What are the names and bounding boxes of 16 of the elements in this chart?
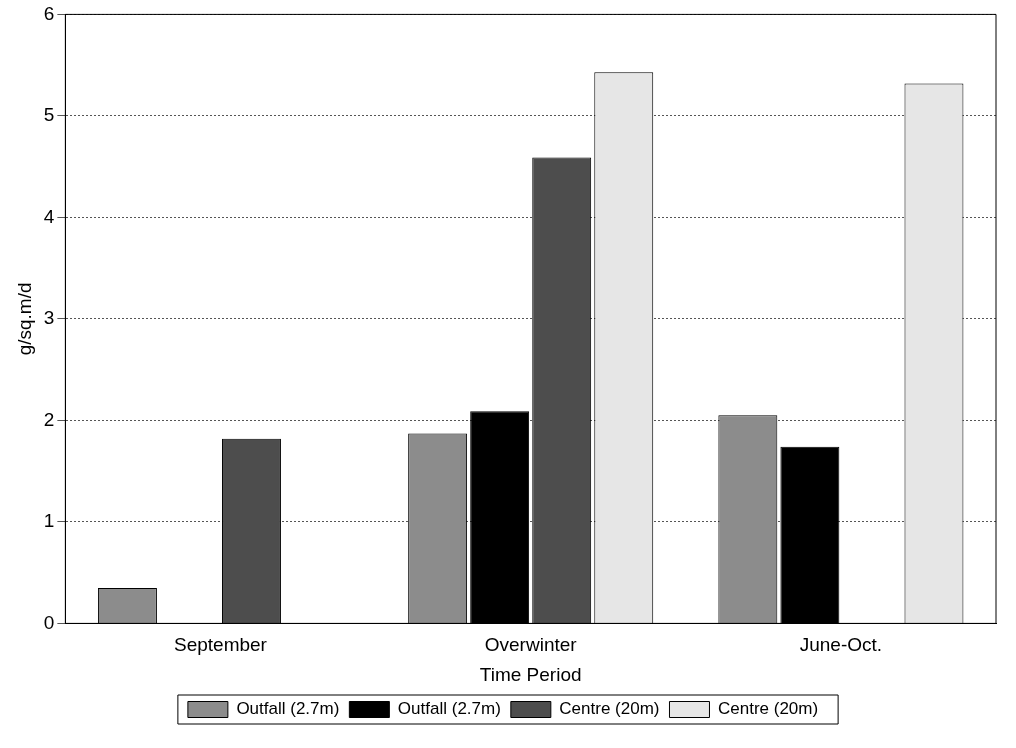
y-axis-title: g/sq.m/d xyxy=(13,282,35,356)
x-tick-label: June-Oct. xyxy=(799,634,883,656)
y-tick-label: 2 xyxy=(43,408,55,430)
y-tick-label: 3 xyxy=(43,307,55,329)
x-tick-label: September xyxy=(174,634,268,656)
legend-label: Outfall (2.7m) xyxy=(397,699,501,719)
legend-label: Centre (20m) xyxy=(717,699,819,719)
legend-label: Centre (20m) xyxy=(559,699,660,719)
y-tick-label: 0 xyxy=(43,611,55,633)
x-axis-title: Time Period xyxy=(479,663,582,685)
y-tick-label: 6 xyxy=(43,2,55,24)
x-tick-label: Overwinter xyxy=(484,634,578,656)
y-tick-label: 4 xyxy=(43,205,55,227)
y-tick-label: 5 xyxy=(43,104,55,126)
legend-label: Outfall (2.7m) xyxy=(236,699,340,719)
y-tick-label: 1 xyxy=(43,510,55,532)
